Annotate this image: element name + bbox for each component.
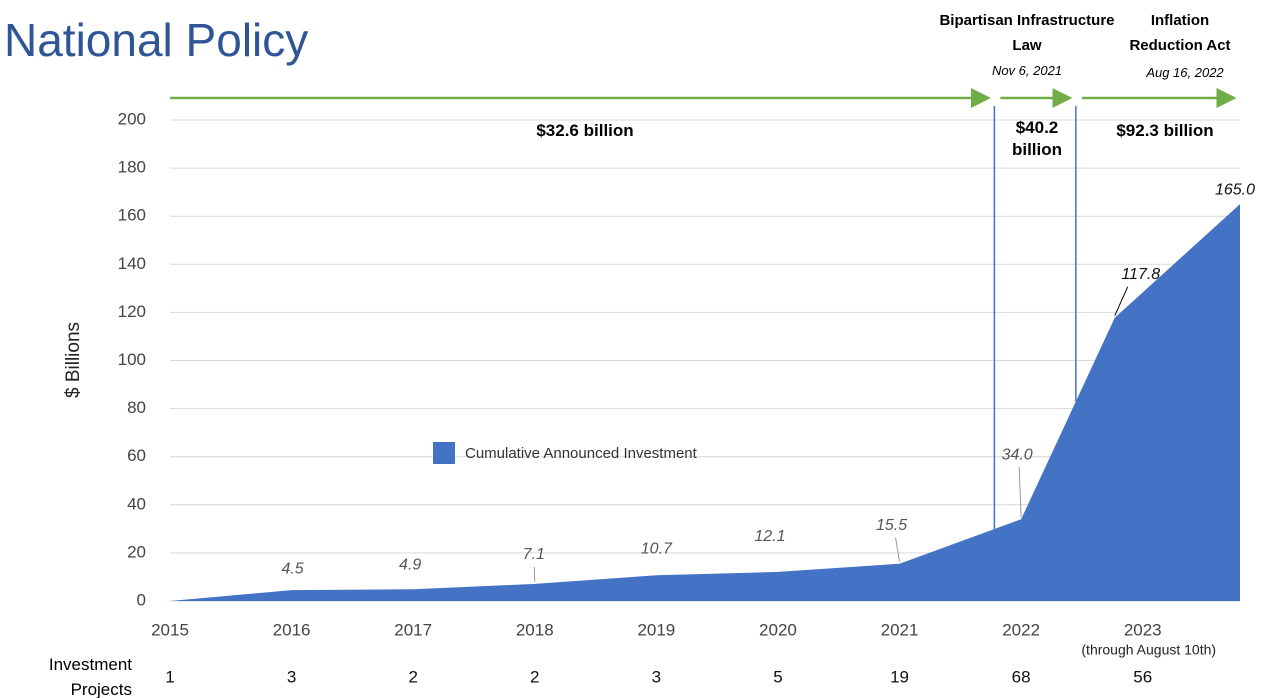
y-tick-label: 0 — [137, 590, 146, 609]
x-tick-label: 2020 — [759, 620, 797, 639]
data-label: 4.5 — [281, 560, 303, 577]
data-label: 12.1 — [754, 528, 785, 545]
y-tick-label: 200 — [118, 109, 146, 128]
y-tick-label: 40 — [127, 494, 146, 513]
y-tick-label: 20 — [127, 542, 146, 561]
period-amount: $40.2 billion — [1011, 118, 1063, 159]
project-count: 68 — [1012, 667, 1031, 686]
x-tick-label: 2017 — [394, 620, 432, 639]
legend-label: Cumulative Announced Investment — [465, 445, 698, 462]
chart-title: National Policy — [4, 14, 308, 66]
legend-swatch — [433, 442, 455, 464]
project-count: 2 — [408, 667, 417, 686]
project-count: 1 — [165, 667, 174, 686]
x-tick-label: 2021 — [881, 620, 919, 639]
leader-line — [895, 537, 901, 562]
x-tick-note: (through August 10th) — [1081, 642, 1216, 658]
period-amount: $32.6 billion — [536, 121, 634, 140]
project-count: 19 — [890, 667, 909, 686]
data-label: 34.0 — [1002, 446, 1033, 463]
y-axis-label: $ Billions — [63, 322, 84, 398]
x-tick-label: 2016 — [273, 620, 311, 639]
x-tick-label: 2023 — [1124, 620, 1162, 639]
event-date: Nov 6, 2021 — [991, 63, 1063, 78]
y-tick-label: 100 — [118, 350, 146, 369]
data-label: 117.8 — [1121, 266, 1160, 283]
event-name: Bipartisan Infrastructure Law — [939, 12, 1115, 54]
y-tick-label: 160 — [118, 206, 146, 225]
project-count: 56 — [1133, 667, 1152, 686]
event-name: Inflation Reduction Act — [1129, 12, 1231, 54]
y-tick-label: 140 — [118, 254, 146, 273]
project-count: 3 — [652, 667, 661, 686]
area — [170, 204, 1240, 602]
data-label: 4.9 — [399, 556, 421, 573]
row-label: Investment Projects — [48, 655, 132, 698]
project-count: 2 — [530, 667, 539, 686]
y-tick-label: 80 — [127, 398, 146, 417]
event-date: Aug 16, 2022 — [1146, 65, 1224, 80]
x-tick-label: 2019 — [637, 620, 675, 639]
x-tick-label: 2015 — [151, 620, 189, 639]
y-tick-label: 120 — [118, 302, 146, 321]
x-tick-label: 2018 — [516, 620, 554, 639]
y-tick-label: 180 — [118, 158, 146, 177]
y-tick-label: 60 — [127, 446, 146, 465]
period-amount: $92.3 billion — [1116, 121, 1214, 140]
data-label: 7.1 — [523, 546, 545, 563]
data-label: 15.5 — [876, 517, 907, 534]
project-count: 5 — [773, 667, 782, 686]
data-label: 165.0 — [1215, 181, 1255, 198]
x-tick-label: 2022 — [1002, 620, 1040, 639]
project-count: 3 — [287, 667, 296, 686]
leader-line — [1018, 467, 1022, 518]
leader-line — [533, 566, 536, 582]
leader-line — [1114, 286, 1129, 316]
data-label: 10.7 — [641, 540, 673, 557]
